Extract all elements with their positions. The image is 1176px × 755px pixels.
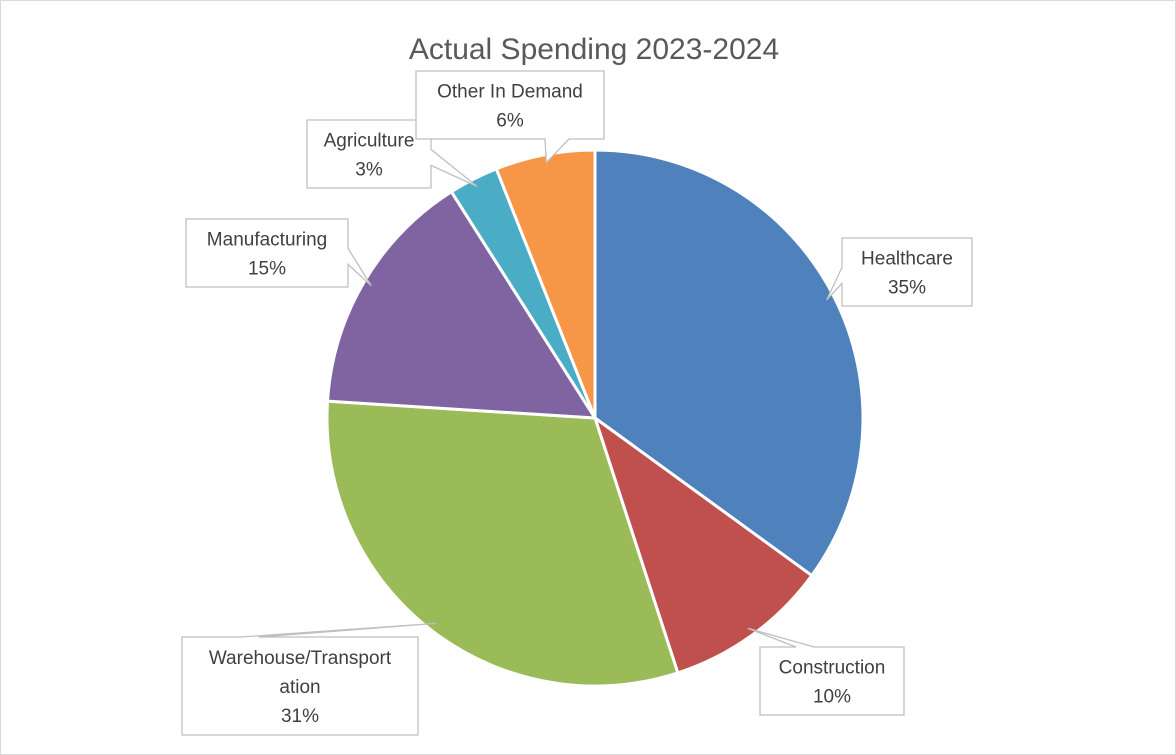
slice-value-label: 3% xyxy=(355,160,383,181)
chart-title: Actual Spending 2023-2024 xyxy=(409,33,779,66)
callout-box xyxy=(181,622,436,736)
callout-box xyxy=(747,627,905,716)
slice-category-label: Construction xyxy=(779,658,886,679)
pie-slices xyxy=(325,148,865,688)
callout-box xyxy=(826,237,973,307)
callout-box xyxy=(415,70,605,165)
callout-box xyxy=(185,218,372,288)
slice-value-label: 10% xyxy=(813,687,851,708)
slice-value-label: 6% xyxy=(496,111,524,132)
data-label-0: Healthcare 35% xyxy=(826,237,973,307)
data-label-3: Manufacturing 15% xyxy=(185,218,372,288)
data-labels: Healthcare 35% Construction 10% Warehouse/Tr… xyxy=(181,70,973,736)
data-label-5: Other In Demand 6% xyxy=(415,70,605,165)
slice-value-label: 31% xyxy=(281,706,319,727)
slice-category-label: Warehouse/Transport xyxy=(209,648,392,669)
pie-slice-3 xyxy=(325,189,598,420)
slice-value-label: 35% xyxy=(888,278,926,299)
slice-category-label: Other In Demand xyxy=(437,82,583,103)
pie-slice-2 xyxy=(325,399,680,688)
pie-slice-1 xyxy=(592,414,814,675)
data-label-2: Warehouse/Transport ation 31% xyxy=(181,622,436,736)
pie-slice-5 xyxy=(494,148,597,419)
slice-category-label: Healthcare xyxy=(861,249,953,270)
slice-value-label: 15% xyxy=(248,259,286,280)
slice-category-label: Agriculture xyxy=(324,131,415,152)
slice-category-label: Manufacturing xyxy=(207,230,327,251)
pie-slice-0 xyxy=(593,148,865,578)
data-label-1: Construction 10% xyxy=(747,627,905,716)
slice-category-label: ation xyxy=(279,677,320,698)
